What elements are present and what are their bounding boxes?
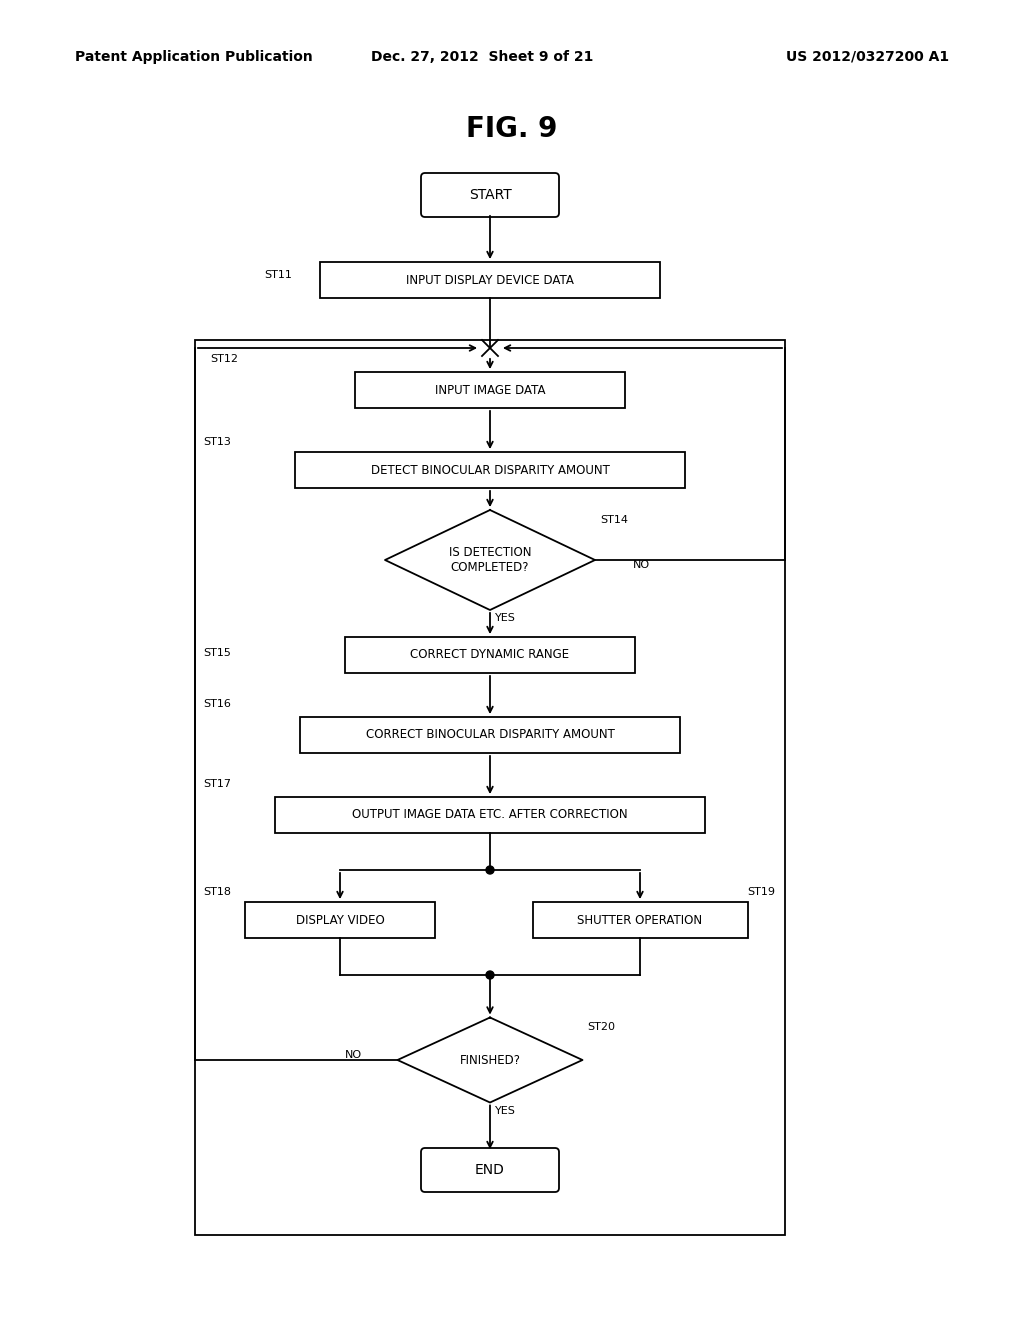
Text: YES: YES [495, 612, 516, 623]
Text: ST14: ST14 [600, 515, 628, 525]
Text: INPUT IMAGE DATA: INPUT IMAGE DATA [435, 384, 545, 396]
FancyBboxPatch shape [421, 173, 559, 216]
Polygon shape [385, 510, 595, 610]
Text: YES: YES [495, 1106, 516, 1115]
Text: FIG. 9: FIG. 9 [466, 115, 558, 143]
Bar [300, 717, 680, 752]
Text: ST15: ST15 [203, 648, 230, 657]
Bar [345, 638, 635, 673]
Circle shape [486, 866, 494, 874]
Text: CORRECT BINOCULAR DISPARITY AMOUNT: CORRECT BINOCULAR DISPARITY AMOUNT [366, 729, 614, 742]
FancyBboxPatch shape [421, 1148, 559, 1192]
Text: ST13: ST13 [203, 437, 230, 447]
Text: ST18: ST18 [203, 887, 231, 898]
Text: END: END [475, 1163, 505, 1177]
Bar [295, 451, 685, 488]
Text: IS DETECTION
COMPLETED?: IS DETECTION COMPLETED? [449, 546, 531, 574]
Polygon shape [397, 1018, 583, 1102]
Bar [195, 341, 785, 1236]
Bar [532, 902, 748, 939]
Text: ST20: ST20 [588, 1023, 615, 1032]
Bar [245, 902, 435, 939]
Text: ST17: ST17 [203, 779, 231, 789]
Circle shape [486, 972, 494, 979]
Text: ST16: ST16 [203, 700, 230, 709]
Text: ST12: ST12 [210, 354, 238, 364]
Text: ST19: ST19 [748, 887, 775, 898]
Text: SHUTTER OPERATION: SHUTTER OPERATION [578, 913, 702, 927]
Text: CORRECT DYNAMIC RANGE: CORRECT DYNAMIC RANGE [411, 648, 569, 661]
Text: DETECT BINOCULAR DISPARITY AMOUNT: DETECT BINOCULAR DISPARITY AMOUNT [371, 463, 609, 477]
Bar [355, 372, 625, 408]
Text: NO: NO [633, 560, 650, 570]
Text: INPUT DISPLAY DEVICE DATA: INPUT DISPLAY DEVICE DATA [407, 273, 573, 286]
Text: ST11: ST11 [264, 271, 292, 280]
Text: Patent Application Publication: Patent Application Publication [75, 50, 312, 63]
Bar [275, 797, 705, 833]
Text: NO: NO [345, 1049, 362, 1060]
Text: Dec. 27, 2012  Sheet 9 of 21: Dec. 27, 2012 Sheet 9 of 21 [371, 50, 593, 63]
Bar [319, 261, 660, 298]
Text: OUTPUT IMAGE DATA ETC. AFTER CORRECTION: OUTPUT IMAGE DATA ETC. AFTER CORRECTION [352, 808, 628, 821]
Text: US 2012/0327200 A1: US 2012/0327200 A1 [785, 50, 949, 63]
Text: START: START [469, 187, 511, 202]
Text: DISPLAY VIDEO: DISPLAY VIDEO [296, 913, 384, 927]
Text: FINISHED?: FINISHED? [460, 1053, 520, 1067]
